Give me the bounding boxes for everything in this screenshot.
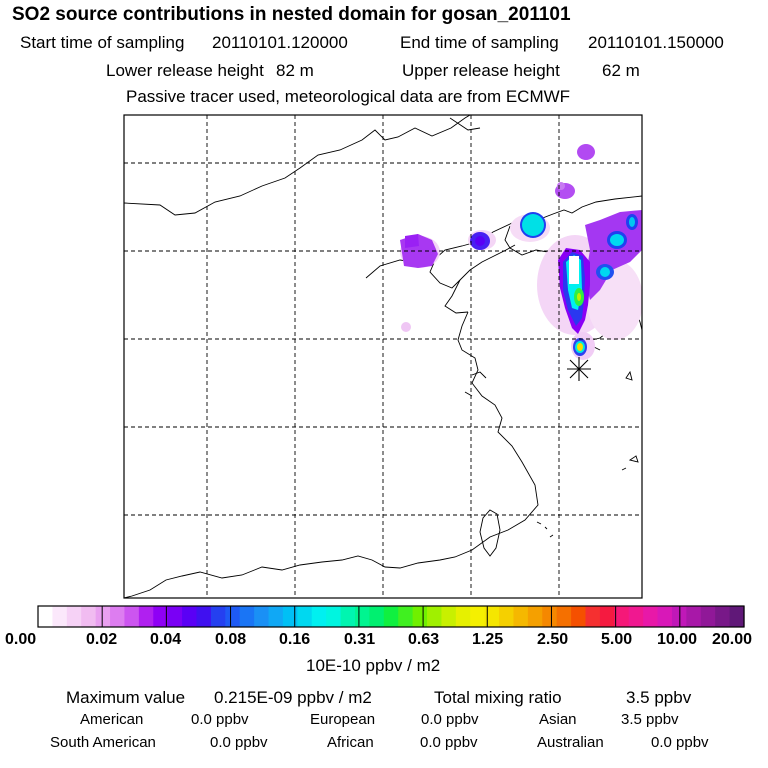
colorbar-swatch [196, 606, 212, 627]
start-time-label: Start time of sampling [20, 33, 185, 52]
colorbar-swatch [499, 606, 515, 627]
colorbar-swatch [254, 606, 270, 627]
colorbar-swatch [268, 606, 284, 627]
total-mixing-value: 3.5 ppbv [626, 688, 692, 707]
end-time-value: 20110101.150000 [588, 33, 724, 52]
colorbar-swatch [354, 606, 370, 627]
colorbar-swatch [239, 606, 255, 627]
colorbar-swatch [542, 606, 558, 627]
max-value-label: Maximum value [66, 688, 186, 707]
region-value: 0.0 ppbv [210, 734, 268, 751]
colorbar-swatch [657, 606, 673, 627]
lower-height-value: 82 m [276, 61, 314, 80]
upper-height-value: 62 m [602, 61, 640, 80]
colorbar-swatch [52, 606, 68, 627]
colorbar-swatch [614, 606, 630, 627]
colorbar-tick-label: 0.08 [215, 631, 247, 648]
region-value: 0.0 ppbv [420, 734, 478, 751]
colorbar-tick-label: 0.02 [86, 631, 118, 648]
colorbar-swatch [427, 606, 443, 627]
max-value: 0.215E-09 ppbv / m2 [214, 688, 372, 707]
colorbar-swatch [398, 606, 414, 627]
colorbar-tick-label: 0.00 [5, 631, 37, 648]
plot-title: SO2 source contributions in nested domai… [12, 4, 571, 25]
colorbar-tick-label: 20.00 [712, 631, 753, 648]
colorbar-swatch [225, 606, 241, 627]
colorbar-swatch [383, 606, 399, 627]
colorbar-swatch [700, 606, 716, 627]
region-value: 0.0 ppbv [651, 734, 709, 751]
colorbar-swatch [182, 606, 198, 627]
colorbar-tick-label: 0.04 [150, 631, 182, 648]
colorbar-swatch [124, 606, 140, 627]
colorbar-swatch [138, 606, 154, 627]
colorbar-tick-label: 0.63 [408, 631, 440, 648]
colorbar-tick-label: 2.50 [537, 631, 569, 648]
colorbar-tick-label: 0.16 [279, 631, 311, 648]
colorbar-swatch [297, 606, 313, 627]
colorbar-swatch [643, 606, 659, 627]
colorbar [37, 605, 745, 628]
colorbar-swatch [556, 606, 572, 627]
colorbar-tick-label: 10.00 [657, 631, 698, 648]
colorbar-swatch [729, 606, 745, 627]
upper-height-label: Upper release height [402, 61, 560, 80]
region-name: Australian [537, 734, 604, 751]
colorbar-swatch [311, 606, 327, 627]
colorbar-swatch [66, 606, 82, 627]
colorbar-swatch [484, 606, 500, 627]
colorbar-swatch [282, 606, 298, 627]
colorbar-tick-label: 1.25 [472, 631, 504, 648]
lower-height-label: Lower release height [106, 61, 264, 80]
colorbar-swatch [455, 606, 471, 627]
receptor-asterisk-icon [567, 357, 591, 381]
start-time-value: 20110101.120000 [212, 33, 348, 52]
colorbar-swatch [340, 606, 356, 627]
region-name: American [80, 711, 144, 728]
colorbar-swatch [585, 606, 601, 627]
colorbar-swatch [599, 606, 615, 627]
colorbar-swatch [153, 606, 169, 627]
region-name: African [327, 734, 374, 751]
concentration-field [400, 144, 642, 360]
map-area [124, 115, 642, 598]
graticule [124, 115, 642, 598]
map-frame [123, 114, 643, 599]
colorbar-swatch [715, 606, 731, 627]
region-name: South American [50, 734, 156, 751]
end-time-label: End time of sampling [400, 33, 559, 52]
colorbar-swatch [686, 606, 702, 627]
region-name: Asian [539, 711, 577, 728]
region-name: European [310, 711, 376, 728]
colorbar-swatch [110, 606, 126, 627]
colorbar-swatch [210, 606, 226, 627]
colorbar-unit: 10E-10 ppbv / m2 [306, 656, 441, 675]
colorbar-swatch [167, 606, 183, 627]
colorbar-ticks [101, 606, 681, 627]
region-value: 0.0 ppbv [421, 711, 479, 728]
region-value: 3.5 ppbv [621, 711, 679, 728]
colorbar-swatch [369, 606, 385, 627]
colorbar-frame [37, 605, 745, 628]
colorbar-swatch [412, 606, 428, 627]
colorbar-swatch [628, 606, 644, 627]
colorbar-tick-label: 5.00 [601, 631, 633, 648]
colorbar-tick-label: 0.31 [344, 631, 376, 648]
colorbar-swatch [441, 606, 457, 627]
colorbar-swatch [81, 606, 97, 627]
region-value: 0.0 ppbv [191, 711, 249, 728]
colorbar-swatch [527, 606, 543, 627]
colorbar-swatch [326, 606, 342, 627]
colorbar-swatch [513, 606, 529, 627]
colorbar-swatch [95, 606, 111, 627]
colorbar-swatch [571, 606, 587, 627]
total-mixing-label: Total mixing ratio [434, 688, 562, 707]
method-note: Passive tracer used, meteorological data… [126, 87, 571, 106]
colorbar-swatch [470, 606, 486, 627]
colorbar-swatch [38, 606, 54, 627]
